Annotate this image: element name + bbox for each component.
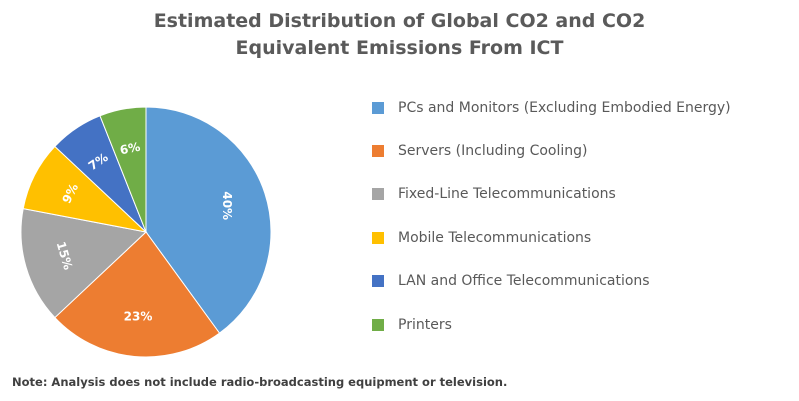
legend-swatch (372, 318, 384, 331)
pie-slice-label-5: 6% (119, 140, 142, 158)
legend-swatch (372, 145, 384, 158)
legend-item-fixed-line: Fixed-Line Telecommunications (372, 173, 797, 216)
pie-slice-0 (145, 106, 272, 334)
legend-item-printers: Printers (372, 303, 797, 346)
legend-swatch (372, 101, 384, 114)
legend-item-pcs-monitors: PCs and Monitors (Excluding Embodied Ene… (372, 86, 797, 129)
legend-label: LAN and Office Telecommunications (398, 273, 650, 290)
chart-note: Note: Analysis does not include radio-br… (12, 375, 508, 389)
legend-label: Printers (398, 316, 452, 333)
legend-swatch (372, 275, 384, 288)
pie-slice-label-1: 23% (124, 310, 153, 324)
chart-title: Estimated Distribution of Global CO2 and… (0, 8, 799, 62)
legend: PCs and Monitors (Excluding Embodied Ene… (372, 86, 797, 346)
chart-title-line-1: Estimated Distribution of Global CO2 and… (153, 10, 646, 32)
legend-item-servers: Servers (Including Cooling) (372, 129, 797, 172)
legend-label: Fixed-Line Telecommunications (398, 186, 616, 203)
legend-label: Mobile Telecommunications (398, 229, 592, 246)
pie-slice-1 (54, 231, 221, 358)
pie-slice-2 (20, 207, 148, 319)
legend-label: PCs and Monitors (Excluding Embodied Ene… (398, 99, 731, 116)
pie-slice-label-0: 40% (220, 191, 234, 220)
legend-swatch (372, 188, 384, 201)
chart-title-line-2: Equivalent Emissions From ICT (235, 37, 564, 59)
legend-item-mobile: Mobile Telecommunications (372, 216, 797, 259)
legend-label: Servers (Including Cooling) (398, 143, 588, 160)
legend-item-lan-office: LAN and Office Telecommunications (372, 260, 797, 303)
pie-slice-5 (99, 106, 147, 233)
legend-swatch (372, 231, 384, 244)
